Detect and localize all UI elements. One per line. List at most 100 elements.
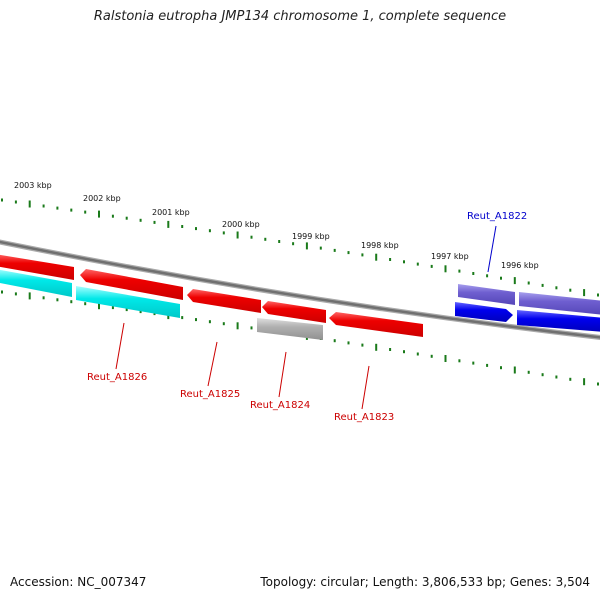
inner-scale-minor-tick [222,322,225,326]
outer-scale-minor-tick [597,293,599,297]
inner-scale-minor-tick [416,352,419,356]
gene-reut-a1823[interactable] [329,312,423,337]
gene-label-reut-a1826[interactable]: Reut_A1826 [87,372,147,383]
gene-feature-cyan-left[interactable] [0,269,72,297]
outer-scale-minor-tick [319,246,322,250]
scale-label-1996: 1996 kbp [501,261,539,270]
outer-scale-minor-tick [500,276,502,280]
inner-scale-minor-tick [555,375,558,379]
outer-scale-minor-tick [222,231,225,235]
outer-scale-minor-tick [84,210,87,214]
outer-scale-minor-tick [569,288,572,292]
inner-scale-minor-tick [430,354,433,358]
outer-scale-major-tick [444,265,447,273]
inner-scale-major-tick [513,366,516,374]
scale-label-2000: 2000 kbp [222,220,260,229]
sequence-stats: Topology: circular; Length: 3,806,533 bp… [260,575,590,589]
outer-scale-minor-tick [458,269,461,273]
inner-scale-minor-tick [195,318,197,322]
gene-reut-a1826[interactable] [80,269,183,300]
outer-scale-minor-tick [361,253,364,257]
gene-feature-cyan[interactable] [76,286,180,318]
gene-feature-blue-right[interactable] [517,310,600,332]
inner-scale-minor-tick [42,296,45,300]
outer-scale-minor-tick [42,204,45,208]
gene-feature-gray[interactable] [257,318,323,340]
inner-scale-minor-tick [403,350,405,354]
inner-scale-minor-tick [111,306,114,310]
outer-scale-major-tick [375,253,378,261]
gene-reut-a1822[interactable] [458,284,515,305]
scale-label-1998: 1998 kbp [361,241,399,250]
scale-label-2003: 2003 kbp [14,181,52,190]
inner-scale-minor-tick [569,377,572,381]
outer-scale-minor-tick [264,237,267,241]
inner-scale-minor-tick [527,370,530,374]
outer-scale-minor-tick [347,251,350,255]
leader-reut-a1824 [278,351,287,398]
outer-scale-minor-tick [250,235,253,239]
outer-scale-minor-tick [56,206,59,210]
leader-reut-a1823 [361,365,370,410]
gene-reut-a1824[interactable] [262,301,326,323]
inner-scale-minor-tick [347,341,350,345]
outer-scale-major-tick [513,277,516,285]
inner-scale-minor-tick [14,292,17,296]
inner-scale-minor-tick [125,308,128,312]
gene-feature-red[interactable] [0,254,74,280]
inner-scale-minor-tick [333,339,336,343]
outer-scale-minor-tick [111,214,114,218]
scale-label-2002: 2002 kbp [83,194,121,203]
inner-scale-major-tick [375,343,378,351]
outer-scale-minor-tick [181,225,184,228]
outer-scale-major-tick [98,210,100,218]
inner-scale-major-tick [236,322,239,330]
inner-scale-minor-tick [389,348,392,351]
outer-scale-major-tick [305,242,308,250]
gene-label-reut-a1823[interactable]: Reut_A1823 [334,412,394,423]
outer-scale-minor-tick [416,262,419,266]
map-title: Ralstonia eutropha JMP134 chromosome 1, … [93,9,507,24]
gene-feature-blue[interactable] [455,302,513,322]
outer-scale-minor-tick [527,281,530,285]
gene-label-reut-a1825[interactable]: Reut_A1825 [180,389,240,400]
gene-reut-a1825[interactable] [187,289,261,313]
outer-scale-minor-tick [333,248,336,252]
outer-scale-minor-tick [472,272,475,275]
outer-scale-minor-tick [139,218,142,222]
inner-scale-minor-tick [597,382,599,386]
inner-scale-minor-tick [181,316,184,320]
outer-scale-minor-tick [1,198,3,202]
outer-scale-minor-tick [14,200,17,204]
outer-scale-major-tick [583,289,586,297]
inner-scale-minor-tick [56,298,59,302]
inner-scale-minor-tick [500,366,502,370]
scale-label-1997: 1997 kbp [431,252,469,261]
scale-label-2001: 2001 kbp [152,208,190,217]
inner-scale-minor-tick [361,343,364,347]
outer-scale-minor-tick [430,264,433,268]
inner-scale-minor-tick [250,326,253,330]
accession-label: Accession: NC_007347 [10,575,147,589]
gene-label-reut-a1824[interactable]: Reut_A1824 [250,400,310,411]
inner-scale-minor-tick [139,310,142,314]
outer-scale-minor-tick [389,258,392,261]
outer-scale-minor-tick [153,220,156,224]
inner-scale-minor-tick [1,290,3,294]
outer-scale-ticks [1,198,599,297]
inner-scale-minor-tick [70,300,73,304]
leader-reut-a1826 [115,322,125,370]
outer-scale-minor-tick [70,208,73,212]
inner-scale-major-tick [583,378,586,386]
outer-scale-major-tick [28,200,31,208]
outer-scale-major-tick [236,231,239,239]
outer-scale-minor-tick [208,229,211,233]
inner-scale-minor-tick [486,363,489,367]
inner-scale-minor-tick [208,320,211,324]
inner-scale-major-tick [28,292,31,300]
inner-scale-minor-tick [541,373,544,377]
inner-scale-minor-tick [153,312,156,316]
gene-feature-purple-right[interactable] [519,292,600,315]
chromosome-backbone-core [0,240,600,339]
gene-label-reut-a1822[interactable]: Reut_A1822 [467,211,527,222]
